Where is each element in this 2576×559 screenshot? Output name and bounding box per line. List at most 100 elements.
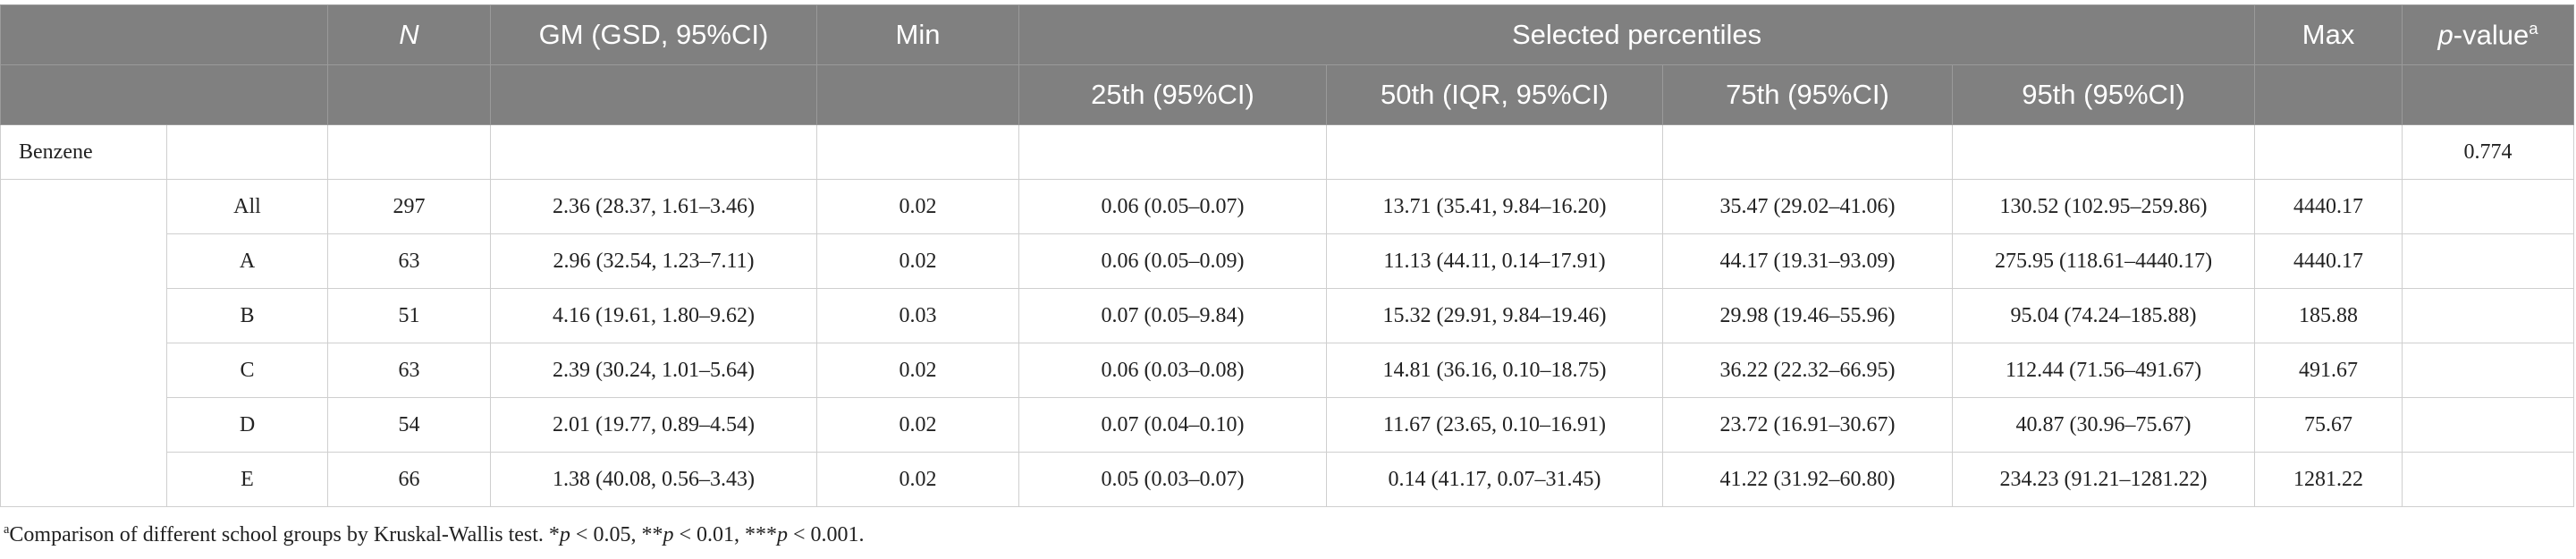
cell: 0.02 — [816, 452, 1019, 507]
header-text: N — [399, 19, 419, 50]
group-label: E — [166, 452, 328, 507]
data-row: All 297 2.36 (28.37, 1.61–3.46) 0.02 0.06 (0… — [0, 179, 2575, 507]
cell — [166, 124, 328, 180]
cell — [0, 179, 167, 507]
cell: 4440.17 — [2254, 179, 2403, 234]
header-text: p — [2437, 19, 2454, 51]
cell: 130.52 (102.95–259.86) — [1951, 179, 2256, 234]
footnote-mark: a — [2529, 18, 2538, 38]
header-cell: 50th (IQR, 95%CI) — [1326, 64, 1663, 125]
cell: 35.47 (29.02–41.06) — [1662, 179, 1953, 234]
cell — [2254, 124, 2403, 180]
group-label: D — [166, 397, 328, 453]
header-row: N GM (GSD, 95%CI) Min Selected percentil… — [0, 4, 2575, 65]
data-row: C 63 2.39 (30.24, 1.01–5.64) 0.02 0.06 (0.03… — [1, 343, 2575, 398]
footnote-text: Comparison of different school groups by… — [9, 523, 560, 546]
group-label: C — [166, 343, 328, 398]
cell: 63 — [327, 343, 491, 398]
header-cell: 95th (95%CI) — [1951, 64, 2256, 125]
cell: 1281.22 — [2254, 452, 2403, 507]
cell — [490, 124, 817, 180]
header-cell: p-valuea — [2402, 4, 2575, 65]
data-table: N GM (GSD, 95%CI) Min Selected percentil… — [0, 4, 2575, 507]
cell: 4440.17 — [2254, 233, 2403, 289]
cell: 0.14 (41.17, 0.07–31.45) — [1326, 452, 1663, 507]
cell — [1662, 124, 1953, 180]
cell: 4.16 (19.61, 1.80–9.62) — [490, 288, 817, 343]
cell: 75.67 — [2254, 397, 2403, 453]
cell: 2.96 (32.54, 1.23–7.11) — [490, 233, 817, 289]
cell: 2.39 (30.24, 1.01–5.64) — [490, 343, 817, 398]
footnote-text: p — [559, 523, 570, 546]
cell: 23.72 (16.91–30.67) — [1662, 397, 1953, 453]
footnote-text: < 0.01, *** — [673, 523, 778, 546]
cell — [327, 124, 491, 180]
cell: 15.32 (29.91, 9.84–19.46) — [1326, 288, 1663, 343]
header-cell: Min — [816, 4, 1019, 65]
header-cell: Selected percentiles — [1018, 4, 2256, 65]
footnote-text: p — [777, 523, 789, 546]
cell: 0.07 (0.05–9.84) — [1018, 288, 1327, 343]
cell — [1951, 124, 2256, 180]
data-row: A 63 2.96 (32.54, 1.23–7.11) 0.02 0.06 (0.05… — [1, 233, 2575, 289]
header-cell — [0, 64, 328, 125]
group-label: All — [166, 179, 328, 234]
cell: 491.67 — [2254, 343, 2403, 398]
header-cell — [0, 4, 328, 65]
cell: 0.05 (0.03–0.07) — [1018, 452, 1327, 507]
cell: 0.06 (0.03–0.08) — [1018, 343, 1327, 398]
cell: 40.87 (30.96–75.67) — [1951, 397, 2256, 453]
cell: 66 — [327, 452, 491, 507]
group-label: A — [166, 233, 328, 289]
cell — [2402, 233, 2575, 289]
header-cell — [816, 64, 1019, 125]
cell: 1.38 (40.08, 0.56–3.43) — [490, 452, 817, 507]
header-cell: GM (GSD, 95%CI) — [490, 4, 817, 65]
header-cell: 75th (95%CI) — [1662, 64, 1953, 125]
cell: 14.81 (36.16, 0.10–18.75) — [1326, 343, 1663, 398]
group-label: B — [166, 288, 328, 343]
cell: 95.04 (74.24–185.88) — [1951, 288, 2256, 343]
header-cell — [327, 64, 491, 125]
cell: 11.13 (44.11, 0.14–17.91) — [1326, 233, 1663, 289]
p-value: 0.774 — [2402, 124, 2575, 180]
cell: 36.22 (22.32–66.95) — [1662, 343, 1953, 398]
footnote-text: p — [663, 523, 674, 546]
cell: 51 — [327, 288, 491, 343]
cell — [1326, 124, 1663, 180]
cell: 0.02 — [816, 233, 1019, 289]
cell: 234.23 (91.21–1281.22) — [1951, 452, 2256, 507]
cell: 0.06 (0.05–0.09) — [1018, 233, 1327, 289]
cell: 13.71 (35.41, 9.84–16.20) — [1326, 179, 1663, 234]
cell: 275.95 (118.61–4440.17) — [1951, 233, 2256, 289]
header-cell: Max — [2254, 4, 2403, 65]
cell — [2402, 288, 2575, 343]
cell — [2402, 452, 2575, 507]
cell: 0.02 — [816, 343, 1019, 398]
header-cell — [2402, 64, 2575, 125]
cell: 0.06 (0.05–0.07) — [1018, 179, 1327, 234]
cell: 0.02 — [816, 397, 1019, 453]
cell: 44.17 (19.31–93.09) — [1662, 233, 1953, 289]
cell: 0.07 (0.04–0.10) — [1018, 397, 1327, 453]
cell: 63 — [327, 233, 491, 289]
header-row: 25th (95%CI) 50th (IQR, 95%CI) 75th (95%CI… — [0, 64, 2575, 125]
footnote: aComparison of different school groups b… — [4, 522, 865, 547]
header-cell: N — [327, 4, 491, 65]
cell: 297 — [327, 179, 491, 234]
cell: 2.01 (19.77, 0.89–4.54) — [490, 397, 817, 453]
cell: 2.36 (28.37, 1.61–3.46) — [490, 179, 817, 234]
footnote-text: < 0.05, ** — [570, 523, 663, 546]
table-body: Benzene 0.774 All 297 2.36 (28.37, 1.61–3.… — [0, 124, 2575, 507]
footnote-text: < 0.001. — [788, 523, 865, 546]
cell: 11.67 (23.65, 0.10–16.91) — [1326, 397, 1663, 453]
cell: 0.02 — [816, 179, 1019, 234]
cell: 185.88 — [2254, 288, 2403, 343]
cell — [2402, 397, 2575, 453]
cell: 29.98 (19.46–55.96) — [1662, 288, 1953, 343]
cell — [816, 124, 1019, 180]
cell: 0.03 — [816, 288, 1019, 343]
cell — [2402, 343, 2575, 398]
footnote-mark: a — [4, 522, 10, 537]
